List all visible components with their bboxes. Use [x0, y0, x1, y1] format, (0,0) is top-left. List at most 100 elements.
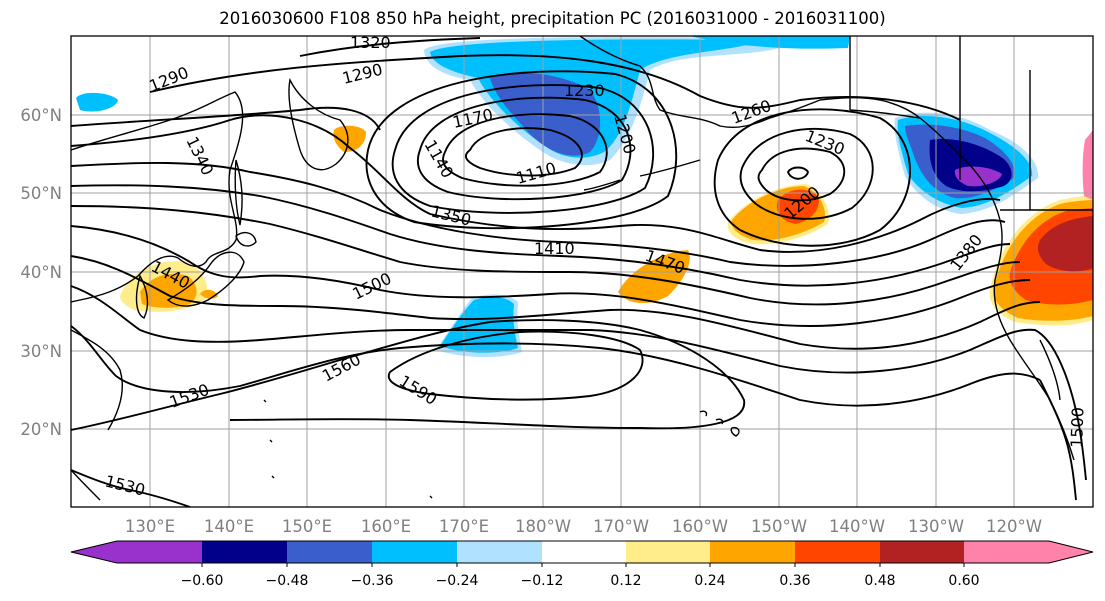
- coast-asia: [71, 91, 244, 303]
- contour-1200-east: [757, 147, 846, 202]
- lon-label: 180°W: [515, 517, 571, 536]
- contour-1410: [71, 205, 1021, 306]
- colorbar-tick-label: −0.36: [351, 573, 394, 589]
- contour-label: 1140: [421, 137, 458, 182]
- lat-label: 40°N: [20, 263, 62, 282]
- shade-small-blue-west: [76, 92, 118, 112]
- colorbar-tick-label: 0.24: [694, 573, 725, 589]
- contour-1110: [465, 127, 583, 177]
- colorbar-ticks: [201, 563, 965, 567]
- contour-1230-east: [739, 127, 874, 220]
- lon-label: 160°W: [672, 517, 728, 536]
- contour-1320b: [71, 106, 381, 131]
- contour-1340: [71, 114, 1001, 253]
- lat-labels: 20°N 30°N 40°N 50°N 60°N: [20, 106, 62, 439]
- coast-philippines: [71, 469, 101, 501]
- shade-orange-bering: [333, 125, 366, 152]
- colorbar-segment: [964, 541, 1093, 563]
- coast-hokkaido: [235, 231, 257, 247]
- contour-1500-east: [1039, 379, 1077, 501]
- contour-label: 1230: [564, 81, 605, 100]
- contour-1170: [416, 96, 632, 201]
- colorbar-segment: [71, 541, 202, 563]
- height-contours: [71, 37, 1087, 507]
- border-provinces: [959, 36, 1031, 210]
- lat-label: 60°N: [20, 106, 62, 125]
- colorbar-tick-label: 0.12: [610, 573, 641, 589]
- coast-baja: [1039, 339, 1061, 401]
- contour-1350: [71, 161, 1006, 267]
- coast-sakhalin: [234, 159, 243, 226]
- contour-1530-south: [71, 469, 191, 507]
- contour-label: 1380: [946, 231, 986, 275]
- contour-label: 1320: [350, 33, 391, 52]
- coast-china-south: [71, 329, 123, 431]
- lon-label: 140°E: [204, 517, 254, 536]
- shade-firebrick-west-us: [1038, 216, 1093, 272]
- shade-orange-hawaii-north: [618, 250, 690, 304]
- colorbar-tick-label: −0.12: [521, 573, 564, 589]
- map-title: 2016030600 F108 850 hPa height, precipit…: [219, 9, 886, 28]
- contour-label: 1290: [146, 63, 191, 96]
- lon-label: 160°E: [361, 517, 411, 536]
- contour-label: 1500: [349, 269, 394, 304]
- contour-label: 1170: [451, 105, 495, 132]
- shade-red-gulf: [776, 189, 819, 224]
- colorbar-outline: [70, 540, 1094, 564]
- coast-bc: [919, 117, 1001, 221]
- lon-label: 170°W: [593, 517, 649, 536]
- contour-1320: [299, 37, 481, 57]
- contour-label: 1590: [396, 371, 441, 409]
- lon-label: 150°W: [751, 517, 807, 536]
- lon-labels: 130°E 140°E 150°E 160°E 170°E 180°W 170°…: [125, 517, 1042, 536]
- lon-label: 170°E: [439, 517, 489, 536]
- lon-label: 130°W: [908, 517, 964, 536]
- contour-1200-west: [391, 84, 655, 214]
- colorbar-tick-label: 0.48: [864, 573, 895, 589]
- lat-label: 20°N: [20, 420, 62, 439]
- colorbar-segment: [202, 541, 287, 563]
- contour-1440: [71, 225, 1031, 327]
- lat-label: 50°N: [20, 184, 62, 203]
- contour-label: 1340: [182, 133, 217, 178]
- colorbar-tick-labels: −0.60 −0.48 −0.36 −0.24 −0.12 0.12 0.24 …: [181, 573, 980, 589]
- map-area: 1320 1290 1290 1230 1170 1140 1110 1200 …: [71, 33, 1093, 507]
- colorbar-segment: [542, 541, 626, 563]
- shade-pink-west-us: [1082, 130, 1093, 200]
- colorbar-tick-label: 0.60: [948, 573, 979, 589]
- contour-label: 1500: [1067, 407, 1087, 448]
- contour-1560: [71, 319, 745, 431]
- colorbar-segment: [287, 541, 372, 563]
- coast-japan: [166, 251, 245, 307]
- colorbar: −0.60 −0.48 −0.36 −0.24 −0.12 0.12 0.24 …: [70, 540, 1094, 589]
- contour-1380: [71, 184, 1011, 287]
- contour-label: 1110: [514, 158, 558, 187]
- contour-1140: [442, 113, 608, 187]
- contour-1530: [71, 325, 1041, 407]
- coast-korea: [135, 274, 149, 319]
- colorbar-segment: [626, 541, 710, 563]
- contour-1500: [71, 285, 1087, 481]
- colorbar-tick-label: −0.24: [436, 573, 479, 589]
- colorbar-segment: [710, 541, 795, 563]
- lat-label: 30°N: [20, 342, 62, 361]
- contour-label: 1530: [167, 380, 212, 412]
- colorbar-segment: [880, 541, 964, 563]
- colorbar-segment: [457, 541, 542, 563]
- colorbar-segment: [372, 541, 457, 563]
- colorbar-tick-label: 0.36: [779, 573, 810, 589]
- contour-label: 1260: [729, 96, 774, 128]
- coast-alaska-aleutians: [583, 159, 701, 191]
- colorbar-segment: [795, 541, 880, 563]
- colorbar-tick-label: −0.48: [266, 573, 309, 589]
- contour-1170-east: [786, 166, 810, 180]
- contour-1470: [71, 255, 1041, 350]
- coast-kamchatka: [288, 77, 349, 171]
- lon-label: 140°W: [829, 517, 885, 536]
- contour-label: 1410: [534, 239, 575, 258]
- colorbar-tick-label: −0.60: [181, 573, 224, 589]
- lon-label: 130°E: [125, 517, 175, 536]
- contour-1290: [149, 54, 961, 121]
- lon-label: 120°W: [986, 517, 1042, 536]
